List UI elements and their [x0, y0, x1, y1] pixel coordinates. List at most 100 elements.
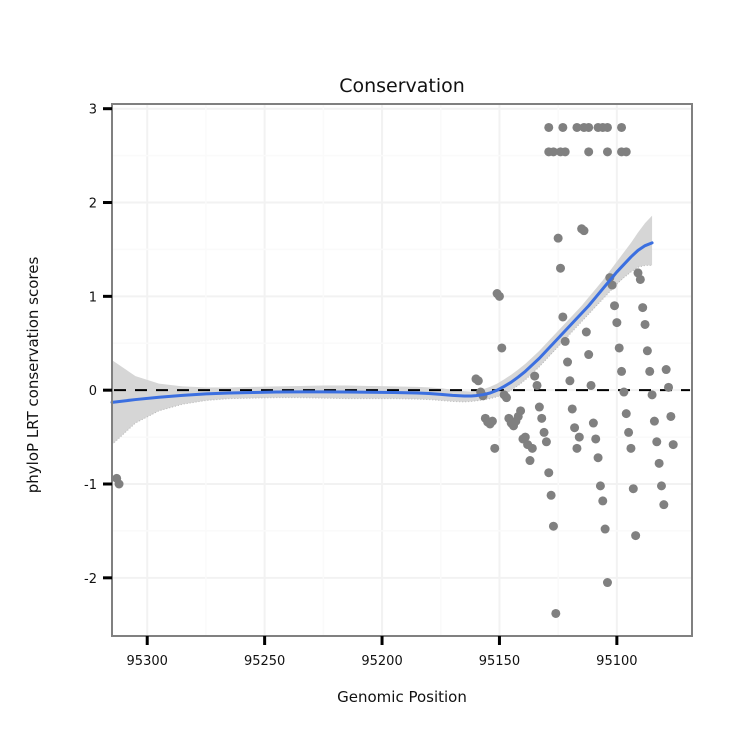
x-axis-title: Genomic Position [337, 688, 467, 706]
loess-line [110, 241, 654, 404]
data-point [652, 437, 662, 447]
data-point [516, 406, 526, 416]
data-point [588, 418, 598, 428]
data-point [572, 122, 582, 132]
data-point [602, 147, 612, 157]
data-point [553, 233, 563, 243]
data-point [114, 479, 124, 489]
data-point [642, 346, 652, 356]
data-point [556, 263, 566, 273]
data-point [527, 443, 537, 453]
x-tick-label: 95150 [479, 654, 520, 669]
data-point [544, 122, 554, 132]
data-point [520, 432, 530, 442]
data-point [645, 366, 655, 376]
data-point [631, 531, 641, 541]
x-tick-label: 95200 [361, 654, 402, 669]
data-point [619, 387, 629, 397]
data-point [537, 413, 547, 423]
data-point [525, 456, 535, 466]
data-point [530, 371, 540, 381]
data-point [591, 434, 601, 444]
scatter-points [112, 122, 678, 618]
y-tick-label: 3 [89, 103, 97, 118]
confidence-band-area [112, 215, 653, 445]
data-point [497, 343, 507, 353]
data-point [544, 468, 554, 478]
data-point [541, 437, 551, 447]
data-point [621, 409, 631, 419]
data-point [614, 343, 624, 353]
data-point [628, 484, 638, 494]
data-point [548, 147, 558, 157]
data-point [610, 301, 620, 311]
data-point [659, 500, 669, 510]
data-point [574, 432, 584, 442]
y-tick-label: 1 [89, 290, 97, 305]
data-point [584, 122, 594, 132]
y-tick-label: -1 [84, 478, 97, 493]
data-point [501, 393, 511, 403]
loess-curve [110, 241, 654, 404]
data-point [654, 458, 664, 468]
data-point [579, 226, 589, 236]
data-point [617, 366, 627, 376]
data-point [581, 327, 591, 337]
data-point [558, 312, 568, 322]
data-point [598, 496, 608, 506]
data-point [656, 481, 666, 491]
data-point [565, 376, 575, 386]
panel-border [111, 103, 693, 637]
data-point [572, 443, 582, 453]
y-tick-label: 2 [89, 197, 97, 212]
data-point [600, 524, 610, 534]
y-axis-ticks: 3 2 1 0 -1 -2 [84, 103, 112, 587]
chart-title: Conservation [339, 75, 465, 97]
data-point [473, 376, 483, 386]
data-point [621, 147, 631, 157]
data-point [649, 416, 659, 426]
data-point [612, 318, 622, 328]
data-point [607, 280, 617, 290]
data-point [593, 453, 603, 463]
x-tick-label: 95300 [127, 654, 168, 669]
data-point [548, 521, 558, 531]
data-point [664, 382, 674, 392]
data-point [539, 427, 549, 437]
data-point [551, 608, 561, 618]
x-tick-label: 95100 [596, 654, 637, 669]
data-point [586, 380, 596, 390]
data-point [666, 411, 676, 421]
x-tick-label: 95250 [244, 654, 285, 669]
x-axis-ticks: 95300 95250 95200 95150 95100 [127, 636, 638, 669]
data-point [602, 122, 612, 132]
data-point [560, 336, 570, 346]
data-point [668, 440, 678, 450]
data-point [595, 481, 605, 491]
data-point [647, 390, 657, 400]
y-axis-title: phyloP LRT conservation scores [24, 257, 42, 494]
data-point [635, 274, 645, 284]
data-point [640, 319, 650, 329]
y-tick-label: 0 [89, 384, 97, 399]
data-point [494, 291, 504, 301]
data-point [532, 380, 542, 390]
y-tick-label: -2 [84, 572, 97, 587]
data-point [567, 404, 577, 414]
data-point [490, 443, 500, 453]
data-point [560, 147, 570, 157]
data-point [558, 122, 568, 132]
data-point [570, 423, 580, 433]
data-point [638, 303, 648, 313]
confidence-band [111, 215, 653, 445]
data-point [487, 416, 497, 426]
data-point [534, 402, 544, 412]
data-point [624, 427, 634, 437]
data-point [661, 365, 671, 375]
data-point [546, 490, 556, 500]
data-point [584, 350, 594, 360]
data-point [617, 122, 627, 132]
data-point [584, 147, 594, 157]
